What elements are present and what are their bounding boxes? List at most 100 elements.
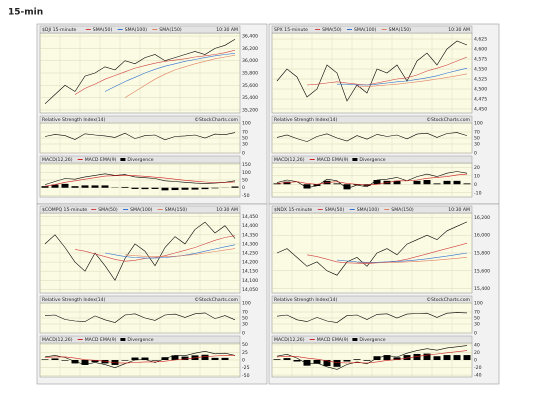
- y-tick-label: 100: [474, 301, 483, 307]
- histogram-bar: [152, 360, 159, 361]
- histogram-bar: [304, 360, 311, 366]
- legend-label: MACD EMA(9): [85, 157, 117, 163]
- y-tick-label: 0: [242, 151, 245, 157]
- y-tick-label: 100: [474, 121, 483, 127]
- y-tick-label: -50: [242, 193, 250, 199]
- y-tick-label: 16,000: [474, 233, 490, 239]
- y-tick-label: 35,800: [242, 71, 258, 77]
- legend-label: Divergence: [359, 337, 385, 343]
- histogram-bar: [162, 188, 169, 191]
- histogram-bar: [454, 181, 461, 184]
- chart-title: MACD(12,26): [274, 337, 305, 343]
- y-tick-label: 20: [474, 165, 480, 171]
- annotation: 10:30 AM: [448, 27, 470, 33]
- histogram-bar: [52, 358, 59, 360]
- y-tick-label: 14,200: [242, 260, 258, 266]
- histogram-bar: [62, 184, 69, 188]
- y-tick-label: 70: [474, 310, 480, 316]
- histogram-bar: [464, 355, 471, 360]
- annotation: 10:30 AM: [216, 27, 238, 33]
- histogram-bar: [82, 185, 89, 187]
- legend-label: SMA(50): [98, 207, 118, 213]
- y-tick-label: 100: [242, 121, 251, 127]
- y-tick-label: 4,450: [474, 107, 487, 113]
- y-tick-label: 30: [474, 322, 480, 328]
- legend-label: SMA(100): [130, 207, 153, 213]
- y-tick-label: 36,400: [242, 34, 258, 40]
- y-tick-label: 70: [242, 310, 248, 316]
- legend-swatch: [120, 158, 125, 161]
- y-tick-label: -20: [474, 365, 482, 371]
- y-tick-label: 4,500: [474, 87, 487, 93]
- y-tick-label: 30: [474, 142, 480, 148]
- legend-swatch: [352, 338, 357, 341]
- histogram-bar: [102, 185, 109, 187]
- y-tick-label: 10: [474, 173, 480, 179]
- y-tick-label: 14,250: [242, 251, 258, 257]
- y-tick-label: 100: [242, 301, 251, 307]
- histogram-bar: [202, 188, 209, 189]
- y-tick-label: 70: [474, 130, 480, 136]
- y-tick-label: 16,200: [474, 215, 490, 221]
- legend-label: SMA(50): [322, 27, 342, 33]
- histogram-bar: [192, 188, 199, 190]
- annotation: 10:30 AM: [448, 207, 470, 213]
- chart-title: $NDX 15-minute: [274, 207, 312, 213]
- legend-label: SMA(50): [93, 27, 113, 33]
- chart-title: SPX 15-minute: [274, 27, 308, 33]
- y-tick-label: 14,100: [242, 278, 258, 284]
- legend-swatch: [352, 158, 357, 161]
- y-tick-label: 0: [474, 358, 477, 364]
- y-tick-label: 4,575: [474, 57, 487, 63]
- legend-label: SMA(150): [391, 207, 414, 213]
- y-tick-label: -25: [242, 365, 250, 371]
- legend-label: SMA(100): [357, 207, 380, 213]
- y-tick-label: 14,400: [242, 223, 258, 229]
- histogram-bar: [142, 188, 149, 189]
- legend-label: SMA(150): [389, 27, 412, 33]
- y-tick-label: 50: [242, 136, 248, 142]
- histogram-bar: [434, 183, 441, 184]
- legend-label: SMA(100): [354, 27, 377, 33]
- histogram-bar: [152, 188, 159, 189]
- y-tick-label: 4,550: [474, 67, 487, 73]
- y-tick-label: 4,475: [474, 97, 487, 103]
- y-tick-label: 0: [474, 182, 477, 188]
- legend-label: SMA(100): [125, 27, 148, 33]
- legend-label: Divergence: [127, 157, 153, 163]
- y-tick-label: 0: [474, 151, 477, 157]
- legend-label: Divergence: [359, 157, 385, 163]
- y-tick-label: 50: [474, 316, 480, 322]
- chart-title: MACD(12,26): [274, 157, 305, 163]
- y-tick-label: 30: [242, 322, 248, 328]
- legend-label: SMA(150): [159, 27, 182, 33]
- annotation: ©StockCharts.com: [426, 116, 470, 123]
- histogram-bar: [72, 186, 79, 188]
- chart-title: Relative Strength Index(14): [42, 297, 106, 303]
- chart-title: $COMPQ 15-minute: [42, 207, 87, 213]
- histogram-bar: [444, 181, 451, 184]
- y-tick-label: 14,300: [242, 241, 258, 247]
- histogram-bar: [132, 188, 139, 189]
- histogram-bar: [232, 186, 239, 187]
- y-tick-label: 0: [242, 358, 245, 364]
- histogram-bar: [212, 358, 219, 360]
- legend-label: MACD EMA(9): [317, 157, 349, 163]
- chart-title: Relative Strength Index(14): [274, 117, 338, 123]
- y-tick-label: -10: [474, 190, 482, 196]
- histogram-bar: [42, 359, 49, 360]
- annotation: 10:30 AM: [216, 207, 238, 213]
- y-tick-label: 30: [242, 142, 248, 148]
- histogram-bar: [122, 187, 129, 188]
- y-tick-label: 70: [242, 130, 248, 136]
- histogram-bar: [334, 183, 341, 184]
- y-tick-label: 0: [242, 185, 245, 191]
- y-tick-label: 15,600: [474, 268, 490, 274]
- histogram-bar: [42, 186, 49, 188]
- y-tick-label: 50: [242, 342, 248, 348]
- chart-title: Relative Strength Index(14): [42, 117, 106, 123]
- y-tick-label: 100: [242, 170, 251, 176]
- y-tick-label: 4,625: [474, 37, 487, 43]
